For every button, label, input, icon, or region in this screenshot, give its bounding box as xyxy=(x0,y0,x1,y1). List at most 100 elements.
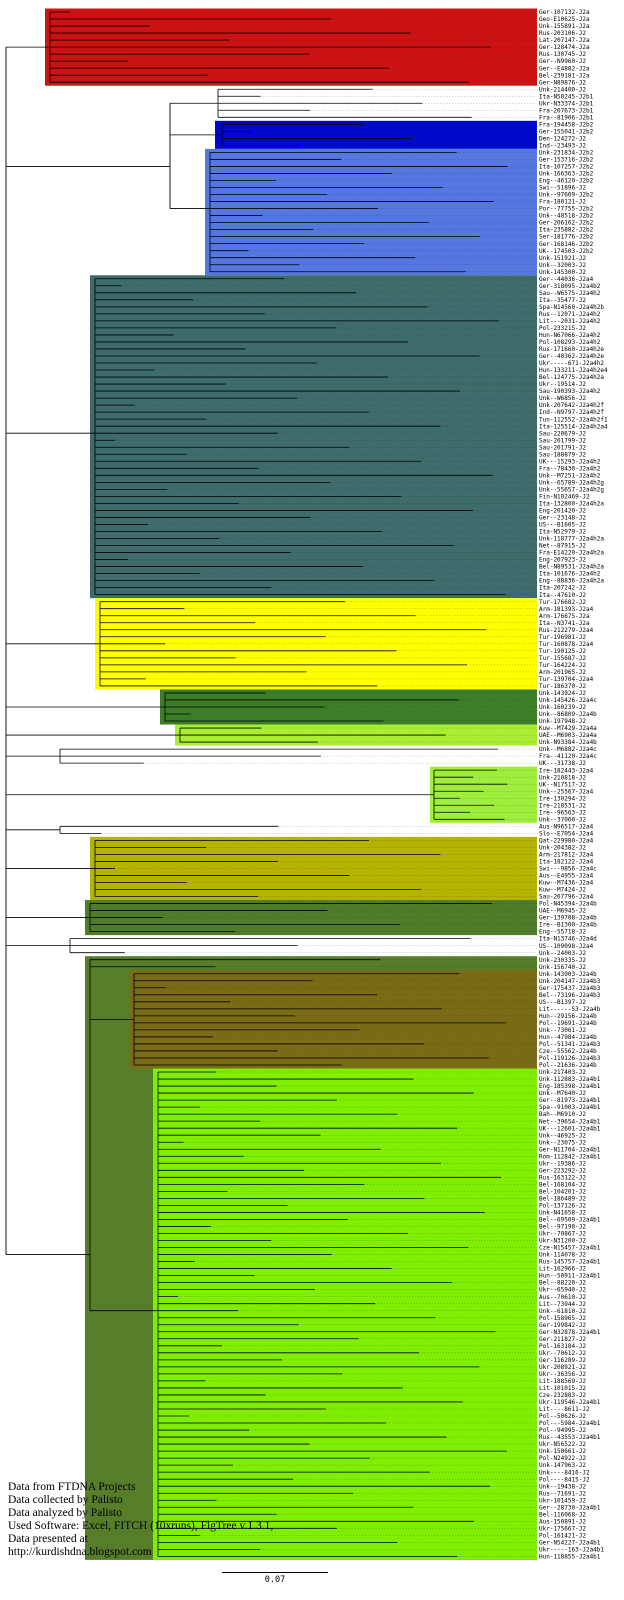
footer-line: Used Software: Excel, FITCH (10xruns), F… xyxy=(8,1520,274,1532)
leaf-label: Unk-155891-J2a xyxy=(539,23,590,30)
leaf-label: Unk-114078-J2 xyxy=(539,1252,586,1259)
leaf-label: Bel-124775-J2a4h2a xyxy=(539,374,604,381)
leaf-label: Ger-N54227-J2a4b1 xyxy=(539,1539,601,1546)
leaf-label: Ukr-175667-J2 xyxy=(539,1525,586,1532)
leaf-label: Tur-155687-J2 xyxy=(539,655,586,662)
scale-bar-label: 0.07 xyxy=(264,1575,286,1585)
leaf-label: UAE--M6903-J2a4a xyxy=(539,732,597,739)
leaf-label: Ind--23493-J2 xyxy=(539,142,586,149)
leaf-label: Hun--29156-J2a4b xyxy=(539,1013,597,1020)
leaf-label: Lit------53-J2a4b xyxy=(539,1006,601,1013)
leaf-label: Unk--46925-J2 xyxy=(539,1132,586,1139)
leaf-label: Unk--61810-J2 xyxy=(539,1308,586,1315)
leaf-label: Unk--M7251-J2a4h2 xyxy=(539,472,601,479)
leaf-label: Bel-116068-J2 xyxy=(539,1511,586,1518)
leaf-label: Unk-112883-J2a4b1 xyxy=(539,1076,601,1083)
leaf-label: Eng--88836-J2a4h2a xyxy=(539,578,604,585)
leaf-label: Ita-N13746-J2a4d xyxy=(539,936,597,943)
leaf-label: Rus-130745-J2 xyxy=(539,51,586,58)
leaf-label: Unk--25567-J2a4 xyxy=(539,788,594,795)
leaf-label: Rus-171660-J2a4h2e xyxy=(539,346,604,353)
clade-block-darkblue xyxy=(215,120,537,149)
leaf-label: Ukr-119546-J2a4b1 xyxy=(539,1399,601,1406)
leaf-label: Bel--69509-J2a4b1 xyxy=(539,1217,601,1224)
leaf-label: Bel-104201-J2 xyxy=(539,1188,586,1195)
leaf-label: Sau-190393-J2a4h2 xyxy=(539,388,601,395)
leaf-label: Ger--40362-J2a4h2e xyxy=(539,353,604,360)
leaf-label: Rus-145757-J2a4b1 xyxy=(539,1259,601,1266)
clade-block-teal xyxy=(90,275,537,599)
leaf-label: Tur-160878-J2a4 xyxy=(539,641,594,648)
leaf-label: Unk-147963-J2 xyxy=(539,1462,586,1469)
leaf-label: Unk-118777-J2a4h2a xyxy=(539,536,604,543)
leaf-label: Cze-232883-J2 xyxy=(539,1392,586,1399)
leaf-label: Unk-230335-J2 xyxy=(539,957,586,964)
leaf-label: Pol-158965-J2 xyxy=(539,1315,586,1322)
leaf-label: US--109098-J2a4 xyxy=(539,943,594,950)
leaf-label: Pol--94995-J2 xyxy=(539,1427,586,1434)
leaf-label: Eng-207923-J2 xyxy=(539,557,586,564)
leaf-label: Ita-125514-J2a4h2a4 xyxy=(539,423,608,430)
leaf-label: Pol---5984-J2a4b1 xyxy=(539,1420,601,1427)
leaf-label: Bel-186489-J2 xyxy=(539,1195,586,1202)
leaf-label: Ger--44036-J2a4 xyxy=(539,276,594,283)
leaf-label: Kuw--M7436-J2a4 xyxy=(539,880,594,887)
leaf-label: Ind--N9797-J2a4h2f xyxy=(539,409,604,416)
leaf-label: Unk-214400-J2 xyxy=(539,86,586,93)
leaf-label: Unk-145300-J2 xyxy=(539,269,586,276)
leaf-label: Unk-197948-J2 xyxy=(539,718,586,725)
leaf-label: Rus-203106-J2 xyxy=(539,30,586,37)
leaf-label: Pol-161421-J2 xyxy=(539,1532,586,1539)
leaf-label: Ger-107132-J2a xyxy=(539,9,590,16)
footer-line: Data presented at xyxy=(8,1533,88,1545)
leaf-label: Arm-217812-J2a4 xyxy=(539,852,594,859)
leaf-label: Net--39654-J2a4b1 xyxy=(539,1118,601,1125)
leaf-label: Pol-163184-J2 xyxy=(539,1343,586,1350)
leaf-label: Tun-112552-J2a4h2f1 xyxy=(539,416,608,423)
leaf-label: Por--77755-J2b2 xyxy=(539,206,594,213)
leaf-label: Pol-233215-J2 xyxy=(539,325,586,332)
leaf-label: Ukr-208921-J2 xyxy=(539,1364,586,1371)
leaf-label: Eng-201420-J2 xyxy=(539,508,586,515)
leaf-label: Ger--N9960-J2 xyxy=(539,58,586,65)
leaf-label: Eng--55718-J2 xyxy=(539,929,586,936)
leaf-label: Sau-201799-J2 xyxy=(539,437,586,444)
leaf-label: Spa--91003-J2a4b1 xyxy=(539,1104,601,1111)
leaf-label: Unk--97609-J2b2 xyxy=(539,192,594,199)
leaf-label: Bel--97190-J2 xyxy=(539,1224,586,1231)
leaf-label: Ita-182122-J2a4 xyxy=(539,859,594,866)
leaf-label: Ita-107257-J2b2 xyxy=(539,164,594,171)
leaf-label: Lat-207147-J2a xyxy=(539,37,590,44)
leaf-label: Kuw--M7424-J2 xyxy=(539,887,586,894)
leaf-label: Fra--41120-J2a4c xyxy=(539,753,597,760)
leaf-label: Kuw--M7429-J2a4a xyxy=(539,725,597,732)
leaf-label: Swi--51896-J2 xyxy=(539,185,586,192)
leaf-label: Pol-137126-J2 xyxy=(539,1203,586,1210)
scale-bar: 0.07 xyxy=(222,1572,328,1585)
leaf-label: Lit-188569-J2 xyxy=(539,1378,586,1385)
leaf-label: Ger--28730-J2a4b1 xyxy=(539,1504,601,1511)
leaf-label: Bah--M6910-J2 xyxy=(539,1111,586,1118)
leaf-label: Ger-N32878-J2a4b1 xyxy=(539,1329,601,1336)
leaf-label: Pol-N45394-J2a4b xyxy=(539,901,597,908)
leaf-label: Ire-218531-J2 xyxy=(539,802,586,809)
leaf-label: Sau-188879-J2 xyxy=(539,451,586,458)
leaf-label: Rom-112842-J2a4b1 xyxy=(539,1153,601,1160)
leaf-label: Ger-116289-J2 xyxy=(539,1357,586,1364)
leaf-label: Lit-162966-J2 xyxy=(539,1266,586,1273)
leaf-label: Rus-212279-J2a4 xyxy=(539,627,594,634)
leaf-label: Fra-180121-J2 xyxy=(539,199,586,206)
leaf-label: Unk-231834-J2b2 xyxy=(539,150,594,157)
leaf-label: UK---15293-J2a4h2 xyxy=(539,458,601,465)
leaf-label: Ita--N3741-J2a xyxy=(539,620,590,627)
leaf-label: Lit----8611-J2 xyxy=(539,1406,590,1413)
leaf-label: Sau-207796-J2a4 xyxy=(539,894,594,901)
leaf-label: UK--N17517-J2 xyxy=(539,781,586,788)
leaf-label: Ukr-----671-J2a4h2 xyxy=(539,360,604,367)
leaf-label: Ukr-----163-J2a4b1 xyxy=(539,1546,604,1553)
leaf-label: Rus--12071-J2a4h2 xyxy=(539,311,601,318)
leaf-label: Bel--88220-J2 xyxy=(539,1280,586,1287)
leaf-label: Ukr--19514-J2 xyxy=(539,381,586,388)
